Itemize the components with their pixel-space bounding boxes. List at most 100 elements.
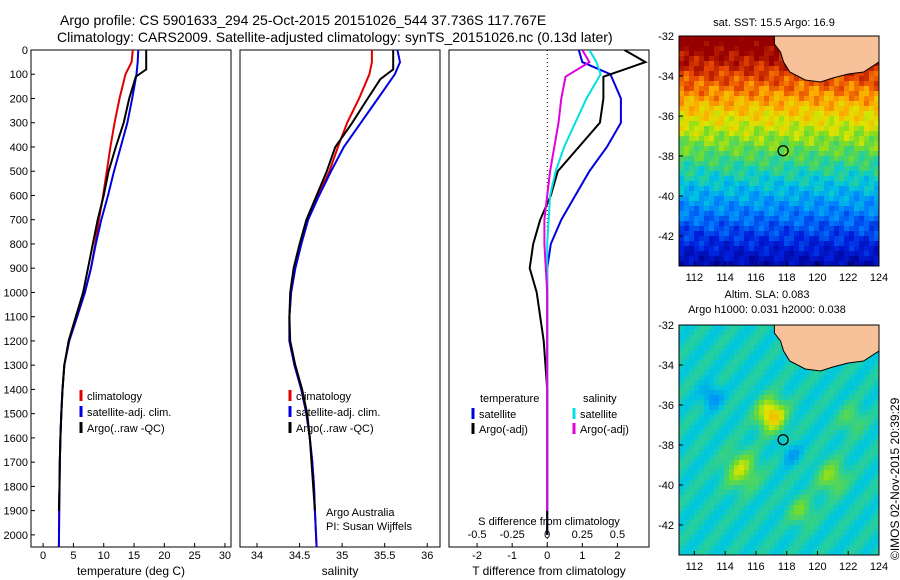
map-cell <box>694 420 699 425</box>
map-cell <box>709 360 714 365</box>
map-cell <box>744 505 749 510</box>
map-cell <box>759 360 764 365</box>
map-cell <box>739 41 744 46</box>
map-cell <box>874 460 879 465</box>
annotation-line: Argo Australia <box>326 507 395 519</box>
map-cell <box>849 81 854 86</box>
y-tick-label: 2000 <box>4 530 28 542</box>
map-cell <box>694 525 699 530</box>
map-cell <box>874 116 879 121</box>
map-cell <box>734 126 739 131</box>
map-cell <box>699 355 704 360</box>
map-cell <box>859 116 864 121</box>
map-cell <box>719 196 724 201</box>
map-cell <box>804 400 809 405</box>
map-cell <box>769 51 774 56</box>
map-cell <box>679 525 684 530</box>
map-cell <box>729 41 734 46</box>
map-cell <box>824 201 829 206</box>
map-cell <box>859 480 864 485</box>
map-cell <box>854 146 859 151</box>
map-cell <box>759 330 764 335</box>
map-cell <box>834 246 839 251</box>
map-cell <box>834 176 839 181</box>
map-cell <box>844 131 849 136</box>
map-cell <box>744 370 749 375</box>
map-cell <box>804 96 809 101</box>
map-cell <box>864 450 869 455</box>
map-cell <box>874 465 879 470</box>
map-cell <box>834 96 839 101</box>
map-cell <box>794 405 799 410</box>
map-cell <box>769 495 774 500</box>
map-cell <box>699 395 704 400</box>
map-cell <box>754 450 759 455</box>
map-cell <box>749 111 754 116</box>
map-cell <box>739 56 744 61</box>
map-cell <box>714 171 719 176</box>
map-cell <box>839 400 844 405</box>
map-cell <box>814 390 819 395</box>
map-cell <box>744 146 749 151</box>
map-cell <box>759 380 764 385</box>
map-cell <box>814 81 819 86</box>
map-cell <box>744 360 749 365</box>
map-cell <box>699 141 704 146</box>
map-cell <box>694 186 699 191</box>
map-cell <box>689 46 694 51</box>
map-cell <box>829 490 834 495</box>
map-cell <box>699 41 704 46</box>
map-cell <box>804 201 809 206</box>
map-cell <box>769 525 774 530</box>
map-cell <box>704 146 709 151</box>
map-cell <box>874 111 879 116</box>
panel-frame <box>30 49 232 548</box>
map-cell <box>829 126 834 131</box>
map-cell <box>834 166 839 171</box>
map-y-tick-label: -42 <box>658 231 674 243</box>
map-cell <box>769 515 774 520</box>
map-cell <box>729 395 734 400</box>
map-cell <box>874 485 879 490</box>
map-cell <box>694 425 699 430</box>
map-cell <box>729 116 734 121</box>
map-cell <box>729 91 734 96</box>
map-cell <box>699 91 704 96</box>
map-cell <box>819 166 824 171</box>
map-cell <box>684 51 689 56</box>
map-cell <box>809 146 814 151</box>
map-cell <box>864 206 869 211</box>
map-cell <box>834 116 839 121</box>
map-cell <box>709 176 714 181</box>
map-cell <box>774 261 779 266</box>
map-cell <box>864 455 869 460</box>
map-cell <box>794 156 799 161</box>
map-cell <box>824 405 829 410</box>
map-cell <box>764 206 769 211</box>
map-cell <box>704 355 709 360</box>
map-cell <box>714 385 719 390</box>
map-cell <box>874 390 879 395</box>
map-cell <box>744 545 749 550</box>
map-cell <box>704 515 709 520</box>
map-cell <box>694 460 699 465</box>
map-cell <box>854 525 859 530</box>
map-cell <box>864 81 869 86</box>
map-cell <box>769 475 774 480</box>
map-cell <box>834 465 839 470</box>
map-cell <box>699 56 704 61</box>
map-cell <box>739 530 744 535</box>
map-cell <box>774 176 779 181</box>
map-cell <box>859 216 864 221</box>
map-cell <box>694 375 699 380</box>
map-cell <box>714 415 719 420</box>
map-cell <box>704 36 709 41</box>
map-cell <box>769 91 774 96</box>
map-cell <box>819 101 824 106</box>
map-cell <box>709 435 714 440</box>
y-tick-label: 100 <box>10 69 28 81</box>
map-cell <box>754 515 759 520</box>
map-cell <box>874 470 879 475</box>
map-cell <box>774 181 779 186</box>
map-cell <box>764 51 769 56</box>
